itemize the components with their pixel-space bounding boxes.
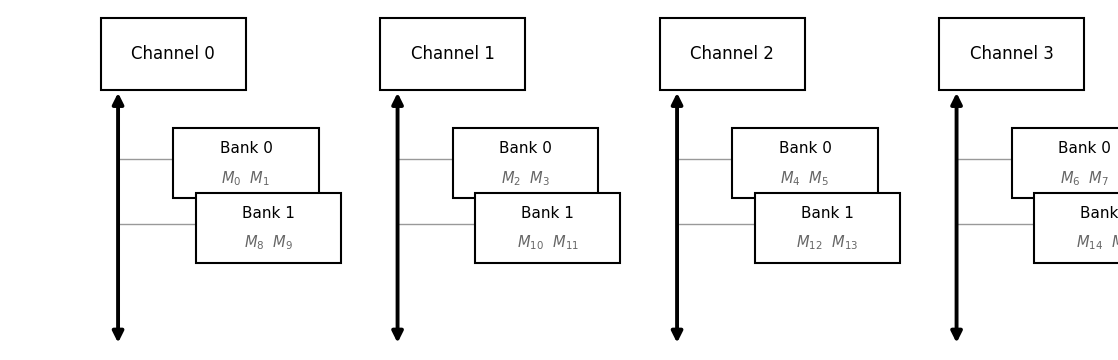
Text: Bank 0: Bank 0 bbox=[778, 141, 832, 156]
FancyBboxPatch shape bbox=[380, 18, 525, 90]
Text: Channel 2: Channel 2 bbox=[690, 45, 775, 63]
Text: Bank 1: Bank 1 bbox=[521, 206, 575, 221]
Text: Bank 1: Bank 1 bbox=[1080, 206, 1118, 221]
FancyBboxPatch shape bbox=[660, 18, 805, 90]
Text: Channel 0: Channel 0 bbox=[132, 45, 215, 63]
Text: $M_{12}$  $M_{13}$: $M_{12}$ $M_{13}$ bbox=[796, 234, 859, 252]
Text: $M_0$  $M_1$: $M_0$ $M_1$ bbox=[221, 169, 271, 188]
FancyBboxPatch shape bbox=[1034, 193, 1118, 263]
FancyBboxPatch shape bbox=[453, 128, 598, 198]
FancyBboxPatch shape bbox=[755, 193, 900, 263]
Text: Channel 1: Channel 1 bbox=[410, 45, 495, 63]
Text: Channel 3: Channel 3 bbox=[969, 45, 1054, 63]
FancyBboxPatch shape bbox=[196, 193, 341, 263]
Text: $M_4$  $M_5$: $M_4$ $M_5$ bbox=[780, 169, 830, 188]
Text: Bank 0: Bank 0 bbox=[499, 141, 552, 156]
FancyBboxPatch shape bbox=[939, 18, 1084, 90]
Text: Bank 1: Bank 1 bbox=[800, 206, 854, 221]
Text: $M_8$  $M_9$: $M_8$ $M_9$ bbox=[244, 234, 293, 252]
FancyBboxPatch shape bbox=[732, 128, 878, 198]
FancyBboxPatch shape bbox=[1012, 128, 1118, 198]
Text: Bank 1: Bank 1 bbox=[241, 206, 295, 221]
FancyBboxPatch shape bbox=[173, 128, 319, 198]
FancyBboxPatch shape bbox=[475, 193, 620, 263]
Text: Bank 0: Bank 0 bbox=[219, 141, 273, 156]
Text: $M_6$  $M_7$: $M_6$ $M_7$ bbox=[1060, 169, 1109, 188]
Text: Bank 0: Bank 0 bbox=[1058, 141, 1111, 156]
Text: $M_{10}$  $M_{11}$: $M_{10}$ $M_{11}$ bbox=[517, 234, 579, 252]
Text: $M_2$  $M_3$: $M_2$ $M_3$ bbox=[501, 169, 550, 188]
Text: $M_{14}$  $M_{15}$: $M_{14}$ $M_{15}$ bbox=[1076, 234, 1118, 252]
FancyBboxPatch shape bbox=[101, 18, 246, 90]
